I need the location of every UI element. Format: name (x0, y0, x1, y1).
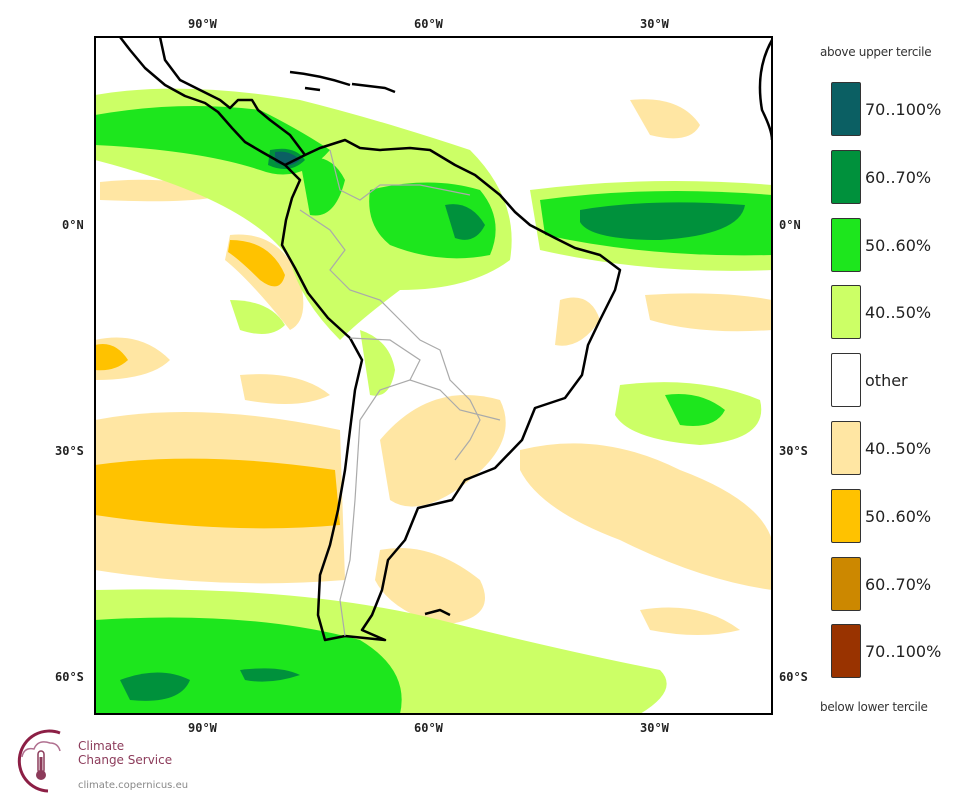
legend-item: 50..60% (831, 488, 971, 545)
legend-item: 40..50% (831, 285, 971, 341)
logo-name-line2: Change Service (78, 753, 173, 767)
legend-label: 50..60% (865, 506, 932, 526)
legend-label: 40..50% (865, 303, 932, 323)
lat-tick-left: 0°N (62, 218, 84, 232)
copernicus-logo: Climate Change Service climate.copernicus… (8, 725, 208, 795)
cuba-coastline (289, 70, 351, 87)
lat-tick-left: 60°S (55, 670, 84, 684)
lat-tick-right: 30°S (779, 444, 808, 458)
south-america-coastline (280, 138, 622, 642)
legend-item: 60..70% (831, 556, 971, 613)
legend-label: 50..60% (865, 235, 932, 255)
lon-tick-bottom: 30°W (640, 721, 669, 735)
lon-tick-bottom: 60°W (414, 721, 443, 735)
legend-swatch (831, 217, 861, 272)
legend-item: 70..100% (831, 82, 971, 138)
hispaniola-coastline (351, 82, 396, 94)
probability-shading (95, 37, 772, 714)
lon-tick-top: 90°W (188, 17, 217, 31)
lon-tick-top: 30°W (640, 17, 669, 31)
legend-swatch (831, 82, 861, 136)
logo-name-line1: Climate (78, 739, 125, 753)
lat-tick-right: 0°N (779, 218, 801, 232)
legend-label: 70..100% (865, 642, 942, 662)
legend-swatch (831, 556, 861, 611)
thermometer-cloud-icon (17, 729, 61, 793)
lon-tick-bottom: 90°W (188, 721, 217, 735)
legend-item: 70..100% (831, 624, 971, 680)
legend-swatch (831, 149, 861, 204)
logo-url: climate.copernicus.eu (78, 780, 189, 791)
lon-tick-top: 60°W (414, 17, 443, 31)
legend-item: 40..50% (831, 421, 971, 477)
legend-swatch (831, 421, 861, 475)
legend-swatch (831, 353, 861, 408)
legend-item: other (831, 353, 971, 409)
legend-swatch (831, 624, 861, 679)
legend-swatch (831, 285, 861, 340)
lat-tick-right: 60°S (779, 670, 808, 684)
legend-label: 60..70% (865, 574, 932, 594)
lat-tick-left: 30°S (55, 444, 84, 458)
legend-label: other (865, 371, 908, 391)
legend-label: 70..100% (865, 100, 942, 119)
legend-label: 60..70% (865, 167, 932, 187)
legend-top-label: above upper tercile (820, 45, 932, 59)
central-america-coastline (119, 37, 286, 167)
map-frame (94, 36, 773, 715)
legend-item: 60..70% (831, 149, 971, 206)
legend-bottom-label: below lower tercile (820, 700, 928, 714)
legend-item: 50..60% (831, 217, 971, 274)
legend-swatch (831, 488, 861, 543)
legend-label: 40..50% (865, 439, 932, 458)
